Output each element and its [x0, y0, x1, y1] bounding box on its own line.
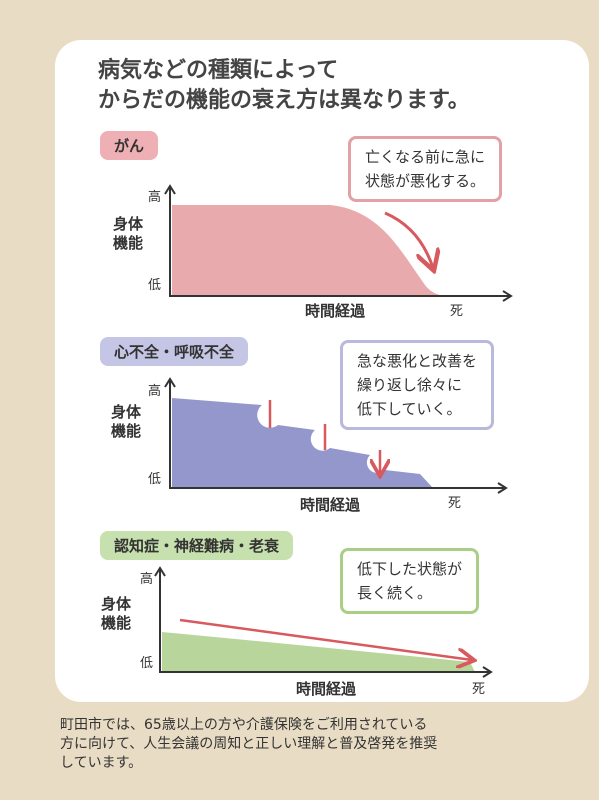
title: 病気などの種類によって からだの機能の衰え方は異なります。 — [98, 56, 470, 116]
y-high: 高 — [140, 572, 154, 587]
callout-line: 急な悪化と改善を — [357, 352, 478, 370]
callout: 亡くなる前に急に 状態が悪化する。 — [348, 136, 503, 202]
y-label: 身体機能 — [112, 215, 143, 252]
callout-line: 状態が悪化する。 — [365, 172, 486, 190]
arrow — [384, 211, 433, 268]
panel-tag: 認知症・神経難病・老衰 — [100, 531, 294, 560]
y-label: 身体機能 — [110, 403, 141, 440]
title-line: からだの機能の衰え方は異なります。 — [98, 88, 470, 113]
end-label: 死 — [472, 682, 486, 697]
y-low: 低 — [140, 656, 154, 671]
callout-line: 長く続く。 — [357, 584, 433, 602]
end-label: 死 — [448, 496, 462, 511]
y-label: 身体機能 — [100, 595, 131, 632]
footer-line: 方に向けて、人生会議の周知と正しい理解と普及啓発を推奨 — [60, 736, 438, 752]
x-label: 時間経過 — [300, 496, 361, 514]
title-line: 病気などの種類によって — [98, 58, 339, 83]
footer: 町田市では、65歳以上の方や介護保険をご利用されている 方に向けて、人生会議の周… — [60, 716, 437, 773]
arrow — [179, 618, 472, 660]
axis-arrows — [164, 184, 513, 302]
footer-line: 町田市では、65歳以上の方や介護保険をご利用されている — [60, 717, 428, 733]
footer-line: しています。 — [60, 755, 143, 771]
y-high: 高 — [148, 190, 162, 205]
x-label: 時間経過 — [296, 680, 357, 698]
y-low: 低 — [148, 472, 162, 487]
callout-line: 低下していく。 — [357, 400, 462, 418]
panel-tag: がん — [100, 131, 159, 160]
panel-tag: 心不全・呼吸不全 — [100, 337, 249, 366]
axes — [169, 381, 505, 489]
axis-arrows — [154, 566, 493, 678]
callout-line: 亡くなる前に急に — [365, 148, 486, 166]
callout-line: 繰り返し徐々に — [357, 376, 463, 394]
end-label: 死 — [450, 304, 464, 319]
callout: 急な悪化と改善を 繰り返し徐々に 低下していく。 — [340, 340, 495, 430]
y-high: 高 — [148, 384, 162, 399]
decline-area — [162, 632, 475, 672]
callout-line: 低下した状態が — [357, 560, 463, 578]
axes — [159, 570, 490, 673]
axes — [169, 188, 510, 297]
x-label: 時間経過 — [305, 302, 366, 320]
callout: 低下した状態が 長く続く。 — [340, 548, 480, 614]
arrows — [268, 400, 380, 474]
decline-area — [172, 205, 450, 296]
axis-arrows — [164, 377, 508, 494]
y-low: 低 — [148, 278, 162, 293]
